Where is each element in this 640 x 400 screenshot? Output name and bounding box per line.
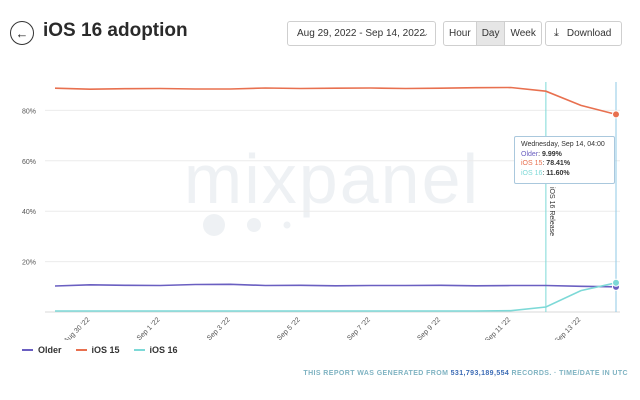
- date-range-picker[interactable]: Aug 29, 2022 - Sep 14, 2022 ⌄: [287, 21, 436, 46]
- tooltip-row: iOS 15: 78.41%: [521, 160, 571, 167]
- download-button[interactable]: ⤓ Download: [545, 21, 622, 46]
- watermark-dot: [203, 214, 225, 236]
- x-tick-label: Sep 11 '22: [484, 316, 512, 340]
- date-range-value: Aug 29, 2022 - Sep 14, 2022: [297, 28, 425, 39]
- legend-label: Older: [38, 345, 62, 355]
- tooltip-value: 11.60%: [546, 169, 570, 177]
- legend-swatch: [75, 349, 87, 351]
- series-line-ios-15: [54, 86, 617, 116]
- chart-legend: Older iOS 15 iOS 16: [22, 345, 178, 355]
- legend-label: iOS 15: [91, 345, 120, 355]
- tooltip-value: 9.99%: [542, 150, 562, 158]
- series-line-ios-16: [55, 282, 617, 312]
- y-tick-label: 80%: [22, 108, 36, 115]
- tooltip-label: iOS 15: [521, 160, 543, 167]
- legend-swatch: [22, 349, 33, 351]
- tooltip-row: iOS 16: 11.60%: [521, 169, 570, 177]
- page-title: iOS 16 adoption: [43, 20, 188, 41]
- report-header: ← iOS 16 adoption Aug 29, 2022 - Sep 14,…: [0, 0, 640, 64]
- mixpanel-watermark: mixpanel: [184, 140, 480, 218]
- x-tick-label: Sep 7 '22: [346, 316, 372, 340]
- granularity-hour-button[interactable]: Hour: [444, 22, 477, 45]
- legend-item-older[interactable]: Older: [22, 345, 62, 355]
- x-tick-label: Sep 5 '22: [276, 316, 302, 340]
- download-icon: ⤓: [554, 27, 559, 39]
- chevron-down-icon: ⌄: [421, 28, 429, 38]
- legend-label: iOS 16: [149, 345, 178, 355]
- legend-item-ios16[interactable]: iOS 16: [133, 345, 178, 355]
- legend-item-ios15[interactable]: iOS 15: [75, 345, 120, 355]
- report-footer: THIS REPORT WAS GENERATED FROM 531,793,1…: [303, 370, 628, 377]
- footer-prefix: THIS REPORT WAS GENERATED FROM: [303, 370, 451, 377]
- tooltip-row: Older: 9.99%: [521, 150, 562, 158]
- download-label: Download: [566, 28, 612, 39]
- y-tick-label: 60%: [22, 159, 36, 166]
- y-tick-label: 40%: [22, 209, 36, 216]
- x-tick-label: Sep 9 '22: [416, 316, 442, 340]
- tooltip-label: iOS 16: [521, 169, 543, 177]
- back-button[interactable]: ←: [10, 21, 34, 45]
- x-tick-label: Sep 13 '22: [554, 316, 583, 340]
- tooltip-title: Wednesday, Sep 14, 04:00: [521, 141, 605, 148]
- watermark-dot: [283, 221, 291, 229]
- y-tick-label: 20%: [22, 260, 36, 267]
- chart-tooltip: Wednesday, Sep 14, 04:00 Older: 9.99% iO…: [514, 136, 615, 184]
- tooltip-value: 78.41%: [546, 160, 571, 167]
- record-count: 531,793,189,554: [450, 370, 510, 377]
- legend-swatch: [133, 349, 145, 351]
- line-chart: mixpanel 20% 40% 60% 80% iOS 16 Release Aug 30…: [22, 82, 620, 340]
- granularity-week-button[interactable]: Week: [510, 28, 536, 39]
- granularity-day-button[interactable]: Day: [476, 22, 506, 45]
- x-tick-label: Sep 3 '22: [206, 316, 232, 340]
- tooltip-label: Older: [521, 150, 539, 158]
- release-annotation-label: iOS 16 Release: [548, 187, 555, 236]
- x-tick-label: Sep 1 '22: [136, 316, 162, 340]
- x-tick-label: Aug 30 '22: [63, 316, 92, 340]
- series-end-point: [612, 278, 620, 287]
- series-line-older: [54, 283, 617, 288]
- series-end-point: [612, 110, 620, 119]
- arrow-left-icon: ←: [15, 25, 29, 41]
- granularity-toggle: Hour Day Week: [443, 21, 542, 46]
- watermark-dot: [247, 218, 261, 232]
- footer-suffix: RECORDS. · TIME/DATE IN UTC: [509, 370, 628, 377]
